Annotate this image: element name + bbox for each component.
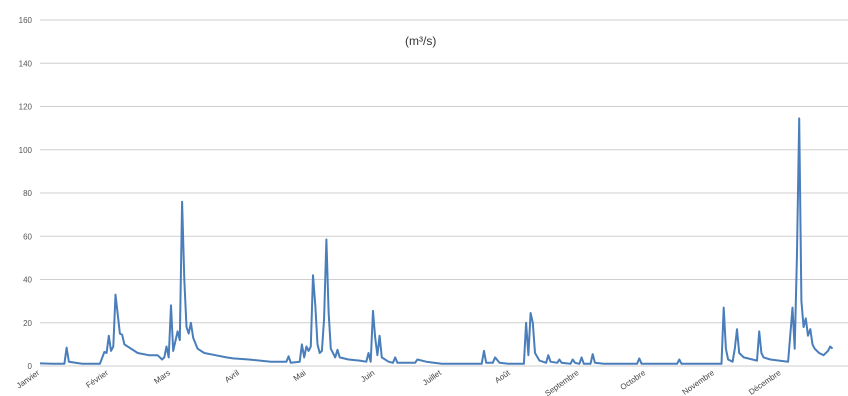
x-tick-label: Décembre	[747, 368, 783, 396]
x-tick-label: Avril	[223, 368, 241, 384]
y-tick-label: 120	[19, 103, 33, 112]
x-tick-label: Mai	[292, 368, 308, 383]
y-tick-label: 160	[19, 16, 33, 25]
x-tick-label: Octobre	[619, 368, 648, 392]
series-layer	[39, 117, 834, 365]
x-tick-label: Mars	[152, 368, 172, 386]
x-tick-label: Février	[84, 368, 110, 390]
y-tick-label: 20	[23, 319, 32, 328]
x-tick-label: Août	[493, 368, 512, 385]
y-tick-label: 80	[23, 189, 32, 198]
x-tick-label: Juin	[359, 368, 376, 384]
y-tick-label: 60	[23, 232, 32, 241]
y-tick-label: 40	[23, 276, 32, 285]
y-tick-label: 100	[19, 146, 33, 155]
x-axis-month-labels: Janvier Février Mars Avril Mai Juin Juillet Aoû…	[15, 368, 783, 396]
y-tick-label: 0	[28, 362, 33, 371]
unit-label: (m³/s)	[405, 34, 437, 48]
x-tick-label: Janvier	[15, 368, 42, 390]
gridlines	[40, 19, 848, 367]
series-line	[39, 117, 834, 365]
y-tick-label: 140	[19, 59, 33, 68]
x-tick-label: Juillet	[421, 368, 444, 388]
y-axis-ticks: 0 20 40 60 80 100 120 140 160	[19, 16, 33, 371]
x-tick-label: Novembre	[681, 368, 717, 396]
x-tick-label: Septembre	[543, 368, 581, 396]
